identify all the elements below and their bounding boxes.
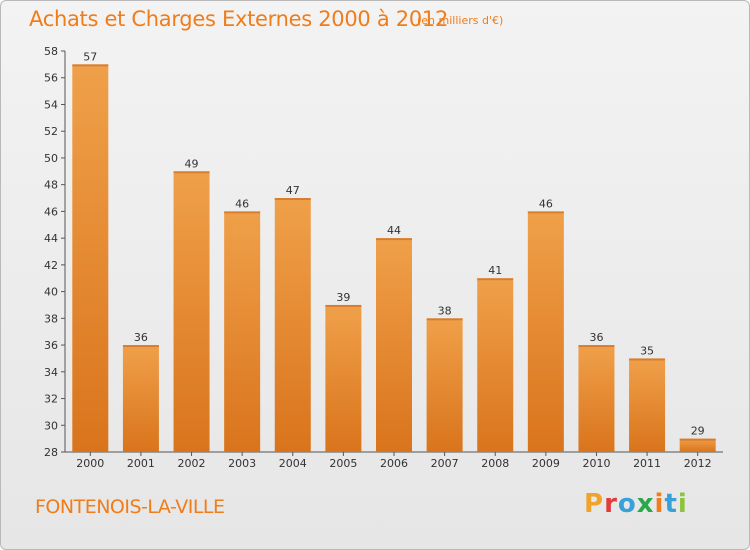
data-label: 57 <box>83 50 97 63</box>
chart-title: Achats et Charges Externes 2000 à 2012 <box>29 7 449 31</box>
chart-unit: (en milliers d'€) <box>417 14 504 27</box>
y-tick-label: 54 <box>44 98 58 111</box>
bar-2000 <box>72 64 109 452</box>
data-label: 44 <box>387 224 401 237</box>
bar-top-edge <box>122 345 159 348</box>
y-tick-label: 42 <box>44 259 58 272</box>
y-tick-label: 32 <box>44 393 58 406</box>
logo-letter: t <box>664 489 678 519</box>
bar-top-edge <box>274 198 311 201</box>
place-name: FONTENOIS-LA-VILLE <box>35 496 225 518</box>
x-tick-label: 2003 <box>228 457 256 470</box>
data-label: 47 <box>286 184 300 197</box>
logo-letter: i <box>677 489 688 519</box>
data-label: 46 <box>539 197 553 210</box>
bar-top-edge <box>224 211 261 214</box>
data-label: 36 <box>589 331 603 344</box>
data-label: 38 <box>438 304 452 317</box>
y-tick-label: 44 <box>44 232 58 245</box>
y-tick-label: 46 <box>44 205 58 218</box>
bar-2012 <box>679 438 716 452</box>
data-label: 49 <box>185 157 199 170</box>
x-tick-label: 2010 <box>582 457 610 470</box>
logo-letter: i <box>654 489 665 519</box>
y-tick-label: 34 <box>44 366 58 379</box>
y-tick-label: 58 <box>44 45 58 58</box>
bars: 57 36 49 46 47 39 44 38 41 46 36 35 29 <box>72 50 716 453</box>
y-tick-label: 52 <box>44 125 58 138</box>
bar-2008 <box>477 278 514 452</box>
x-tick-label: 2009 <box>532 457 560 470</box>
logo-letter: o <box>617 489 637 519</box>
data-label: 36 <box>134 331 148 344</box>
bar-2007 <box>426 318 463 452</box>
logo-letter: r <box>604 489 618 519</box>
bar-2001 <box>122 345 159 452</box>
bar-2004 <box>274 198 311 452</box>
x-tick-label: 2000 <box>76 457 104 470</box>
bar-top-edge <box>527 211 564 214</box>
x-tick-label: 2012 <box>684 457 712 470</box>
x-tick-label: 2008 <box>481 457 509 470</box>
y-tick-label: 36 <box>44 339 58 352</box>
bar-top-edge <box>72 64 109 67</box>
x-tick-label: 2011 <box>633 457 661 470</box>
proxiti-logo: Proxiti <box>584 489 688 519</box>
y-tick-label: 40 <box>44 286 58 299</box>
logo-letter: P <box>584 489 605 519</box>
bar-2009 <box>527 211 564 452</box>
x-tick-label: 2004 <box>279 457 307 470</box>
data-label: 39 <box>336 291 350 304</box>
bar-top-edge <box>325 304 362 307</box>
bar-2002 <box>173 171 210 453</box>
bar-top-edge <box>578 345 615 348</box>
y-tick-label: 50 <box>44 152 58 165</box>
x-tick-label: 2001 <box>127 457 155 470</box>
bar-2003 <box>224 211 261 452</box>
bar-2010 <box>578 345 615 452</box>
data-label: 41 <box>488 264 502 277</box>
data-label: 29 <box>691 425 705 438</box>
bar-top-edge <box>173 171 210 174</box>
y-tick-label: 38 <box>44 312 58 325</box>
bar-2011 <box>629 358 666 452</box>
axes: 28 30 32 34 36 38 40 42 44 46 48 50 52 54 56 58 2000 2001… <box>44 45 723 470</box>
bar-2005 <box>325 304 362 452</box>
x-tick-label: 2002 <box>178 457 206 470</box>
x-tick-label: 2006 <box>380 457 408 470</box>
bar-top-edge <box>629 358 666 361</box>
y-tick-label: 56 <box>44 72 58 85</box>
data-label: 35 <box>640 344 654 357</box>
bar-top-edge <box>679 438 716 441</box>
x-tick-label: 2007 <box>431 457 459 470</box>
data-label: 46 <box>235 197 249 210</box>
y-tick-label: 48 <box>44 179 58 192</box>
bar-top-edge <box>426 318 463 321</box>
y-tick-label: 30 <box>44 419 58 432</box>
y-tick-label: 28 <box>44 446 58 459</box>
bar-2006 <box>376 238 412 452</box>
x-tick-label: 2005 <box>329 457 357 470</box>
logo-letter: x <box>636 489 655 519</box>
bar-top-edge <box>477 278 514 281</box>
bar-top-edge <box>376 238 412 241</box>
